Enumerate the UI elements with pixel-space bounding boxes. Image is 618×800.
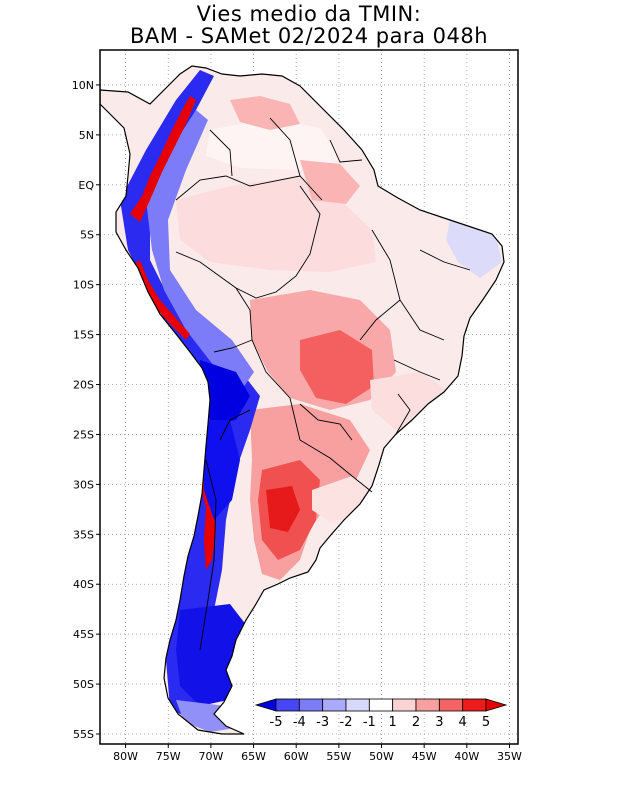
colorbar-label: -2 bbox=[340, 715, 353, 730]
lat-tick-label: 5N bbox=[79, 129, 94, 142]
lon-tick-label: 80W bbox=[113, 750, 138, 763]
lat-tick-label: 15S bbox=[73, 329, 94, 342]
andes-warm-streak-north bbox=[130, 96, 196, 222]
colorbar-box bbox=[322, 698, 347, 712]
colorbar-box bbox=[275, 698, 300, 712]
lon-tick-label: 35W bbox=[497, 750, 522, 763]
colorbar-over-arrow bbox=[485, 698, 508, 712]
colorbar-box bbox=[438, 698, 464, 712]
lon-tick-label: 45W bbox=[412, 750, 437, 763]
colorbar-label: -4 bbox=[293, 715, 306, 730]
colorbar-box bbox=[368, 698, 394, 712]
argentina-peak-warm-bias bbox=[266, 486, 300, 532]
venezuela-warm-bias bbox=[230, 96, 300, 130]
colorbar-label: -5 bbox=[270, 715, 283, 730]
northern-amazon-neutral-bias bbox=[206, 118, 340, 170]
colorbar-label: 4 bbox=[459, 715, 467, 730]
central-brazil-strong-warm-bias bbox=[300, 330, 374, 404]
lat-tick-label: 40S bbox=[73, 578, 94, 591]
lat-tick-label: 55S bbox=[73, 728, 94, 741]
lon-tick-label: 70W bbox=[198, 750, 223, 763]
colorbar-label: -3 bbox=[316, 715, 329, 730]
map-title-line1: Vies medio da TMIN: bbox=[196, 2, 422, 26]
lat-tick-label: 45S bbox=[73, 628, 94, 641]
colorbar-box bbox=[298, 698, 324, 712]
lat-tick-label: 10S bbox=[73, 279, 94, 292]
lon-tick-label: 65W bbox=[241, 750, 266, 763]
lat-tick-label: EQ bbox=[78, 179, 94, 192]
lon-tick-label: 75W bbox=[156, 750, 181, 763]
colorbar-label: 2 bbox=[412, 715, 420, 730]
lat-tick-label: 50S bbox=[73, 678, 94, 691]
altiplano-strong-cold-bias bbox=[200, 360, 250, 424]
andes-warm-streak-chile bbox=[200, 470, 216, 570]
latitude-labels: 10N 5N EQ 5S 10S 15S 20S 25S 30S 35S 40S 45S 50S 55S bbox=[72, 79, 100, 741]
lat-tick-label: 25S bbox=[73, 428, 94, 441]
colorbar-box bbox=[462, 698, 487, 712]
andes-east-slope-cold-bias bbox=[146, 110, 254, 392]
lat-tick-label: 35S bbox=[73, 528, 94, 541]
lat-tick-label: 30S bbox=[73, 478, 94, 491]
colorbar-label: -1 bbox=[363, 715, 376, 730]
lon-tick-label: 55W bbox=[326, 750, 351, 763]
map-title-line2: BAM - SAMet 02/2024 para 048h bbox=[129, 24, 489, 48]
colorbar-label: 1 bbox=[389, 715, 397, 730]
lat-tick-label: 10N bbox=[72, 79, 94, 92]
andes-warm-streak-peru bbox=[134, 260, 190, 340]
lon-tick-label: 40W bbox=[454, 750, 479, 763]
longitude-labels: 80W 75W 70W 65W 60W 55W 50W 45W 40W 35W bbox=[113, 744, 522, 763]
colorbar-box bbox=[415, 698, 440, 712]
colorbar-box bbox=[345, 698, 370, 712]
lon-tick-label: 60W bbox=[284, 750, 309, 763]
colorbar-label: 5 bbox=[482, 715, 490, 730]
colorbar-legend: -5 -4 -3 -2 -1 1 2 3 4 5 bbox=[254, 698, 508, 730]
lat-tick-label: 5S bbox=[80, 229, 94, 242]
lon-tick-label: 50W bbox=[369, 750, 394, 763]
atacama-strong-cold-bias bbox=[204, 420, 240, 520]
colorbar-box bbox=[392, 698, 417, 712]
lat-tick-label: 20S bbox=[73, 379, 94, 392]
map-frame bbox=[99, 49, 519, 745]
northeast-brazil-cool-bias bbox=[446, 220, 502, 278]
country-borders bbox=[175, 117, 471, 651]
colorbar-label: 3 bbox=[435, 715, 443, 730]
